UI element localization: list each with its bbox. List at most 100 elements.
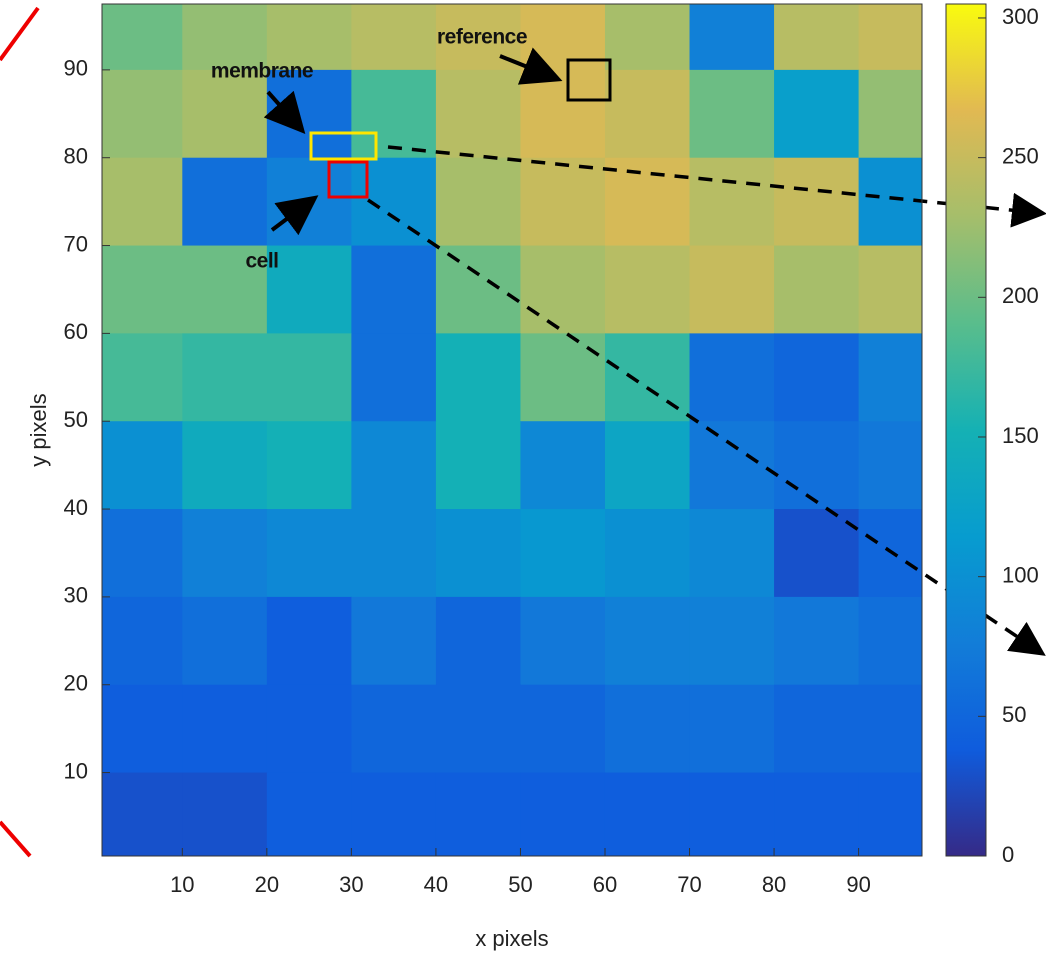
heatmap-cell	[689, 772, 775, 856]
x-tick-label: 60	[593, 872, 617, 897]
heatmap-cell	[520, 245, 606, 334]
colorbar-tick-label: 150	[1002, 423, 1039, 448]
heatmap-cell	[858, 157, 922, 247]
heatmap-cell	[689, 245, 775, 334]
colorbar-tick-label: 200	[1002, 283, 1039, 308]
heatmap-cell	[774, 596, 860, 686]
heatmap-cell	[520, 684, 606, 774]
heatmap-cell	[351, 596, 437, 686]
heatmap-cell	[774, 4, 860, 71]
heatmap-cell	[689, 421, 775, 510]
heatmap-cell	[351, 772, 437, 856]
heatmap-cell	[351, 333, 437, 422]
heatmap-cell	[266, 333, 352, 422]
colorbar-tick-label: 300	[1002, 4, 1039, 29]
heatmap-cell	[604, 596, 691, 686]
x-tick-label: 40	[424, 872, 448, 897]
heatmap-cell	[102, 596, 183, 686]
heatmap-cell	[858, 245, 922, 334]
heatmap-cell	[266, 596, 352, 686]
colorbar-tick-label: 0	[1002, 842, 1014, 867]
heatmap-cell	[266, 684, 352, 774]
heatmap	[102, 4, 922, 856]
heatmap-cell	[435, 157, 521, 247]
heatmap-cell	[774, 69, 860, 159]
y-tick-label: 60	[64, 319, 88, 344]
heatmap-cell	[858, 684, 922, 774]
heatmap-cell	[689, 684, 775, 774]
heatmap-cell	[182, 4, 268, 71]
y-tick-label: 20	[64, 671, 88, 696]
heatmap-cell	[774, 245, 860, 334]
heatmap-cell	[182, 245, 268, 334]
y-tick-label: 30	[64, 583, 88, 608]
callout-line	[0, 6, 40, 62]
x-tick-label: 50	[508, 872, 532, 897]
heatmap-cell	[604, 157, 691, 247]
heatmap-cell	[182, 333, 268, 422]
heatmap-cell	[102, 69, 183, 159]
heatmap-cell	[435, 684, 521, 774]
heatmap-cell	[351, 157, 437, 247]
heatmap-cell	[266, 772, 352, 856]
plot-frame	[101, 3, 923, 857]
heatmap-cell	[266, 4, 352, 71]
arrow	[499, 47, 563, 85]
heatmap-cell	[520, 333, 606, 422]
heatmap-cell	[102, 509, 183, 598]
reference-box	[566, 58, 612, 102]
y-tick-label: 70	[64, 231, 88, 256]
heatmap-cell	[858, 333, 922, 422]
heatmap-cell	[689, 596, 775, 686]
heatmap-cell	[102, 772, 183, 856]
heatmap-cell	[435, 772, 521, 856]
heatmap-cell	[266, 421, 352, 510]
heatmap-cell	[182, 684, 268, 774]
heatmap-cell	[520, 421, 606, 510]
y-tick-label: 90	[64, 56, 88, 81]
callout-line	[0, 820, 32, 858]
heatmap-cell	[266, 245, 352, 334]
heatmap-cell	[520, 69, 606, 159]
heatmap-cell	[858, 4, 922, 71]
y-tick-label: 40	[64, 495, 88, 520]
heatmap-cell	[858, 69, 922, 159]
heatmap-cell	[689, 4, 775, 71]
heatmap-cell	[604, 509, 691, 598]
heatmap-cell	[102, 157, 183, 247]
cell-box	[327, 160, 369, 199]
annotation: cell	[245, 250, 278, 273]
heatmap-cell	[689, 69, 775, 159]
heatmap-cell	[435, 69, 521, 159]
heatmap-cell	[102, 684, 183, 774]
heatmap-cell	[102, 333, 183, 422]
heatmap-cell	[102, 245, 183, 334]
heatmap-cell	[435, 333, 521, 422]
x-tick-label: 30	[339, 872, 363, 897]
heatmap-cell	[266, 69, 352, 159]
heatmap-cell	[774, 333, 860, 422]
annotation: membrane	[211, 60, 313, 83]
heatmap-cell	[351, 69, 437, 159]
heatmap-cell	[604, 245, 691, 334]
annotation: reference	[437, 26, 527, 49]
heatmap-cell	[182, 772, 268, 856]
heatmap-cell	[435, 245, 521, 334]
y-tick-label: 10	[64, 758, 88, 783]
heatmap-cell	[604, 684, 691, 774]
overlay: reference membrane cell	[0, 6, 1046, 858]
heatmap-cell	[858, 421, 922, 510]
colorbar-tick-label: 50	[1002, 702, 1026, 727]
heatmap-cell	[351, 245, 437, 334]
heatmap-cell	[520, 509, 606, 598]
heatmap-cell	[858, 596, 922, 686]
heatmap-cell	[435, 596, 521, 686]
dashed-arrow	[367, 198, 1046, 656]
colorbar-tick-label: 250	[1002, 143, 1039, 168]
y-axis-label: y pixels	[26, 393, 51, 466]
heatmap-cell	[435, 509, 521, 598]
heatmap-cell	[520, 157, 606, 247]
heatmap-cell	[102, 421, 183, 510]
heatmap-cell	[182, 596, 268, 686]
